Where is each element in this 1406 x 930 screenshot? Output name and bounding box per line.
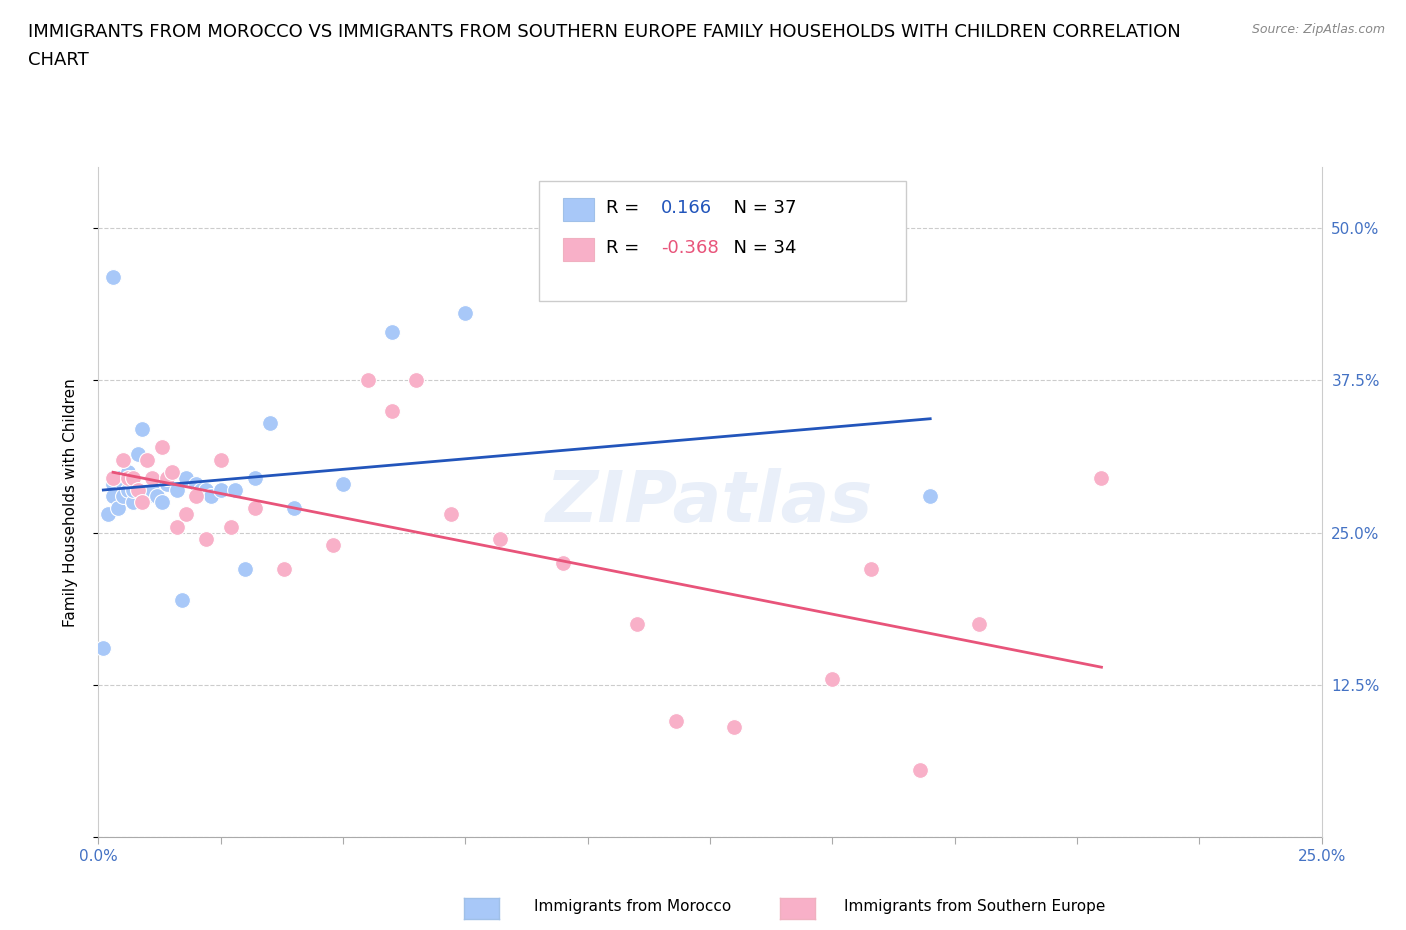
Point	[136, 488, 159, 503]
Point	[111, 488, 134, 503]
Point	[860, 562, 883, 577]
Point	[97, 507, 120, 522]
Point	[156, 476, 179, 491]
Point	[101, 476, 124, 491]
Point	[243, 501, 266, 516]
Point	[170, 592, 193, 607]
Point	[821, 671, 844, 686]
Point	[131, 495, 153, 510]
Point	[405, 373, 427, 388]
Point	[920, 488, 942, 503]
Point	[233, 562, 256, 577]
Point	[136, 452, 159, 467]
Point	[322, 538, 344, 552]
Point	[101, 471, 124, 485]
Point	[107, 471, 129, 485]
Point	[107, 501, 129, 516]
Text: IMMIGRANTS FROM MOROCCO VS IMMIGRANTS FROM SOUTHERN EUROPE FAMILY HOUSEHOLDS WIT: IMMIGRANTS FROM MOROCCO VS IMMIGRANTS FR…	[28, 23, 1181, 41]
Point	[121, 495, 143, 510]
Point	[190, 483, 212, 498]
FancyBboxPatch shape	[538, 180, 905, 301]
Point	[150, 440, 173, 455]
Point	[209, 483, 232, 498]
Point	[101, 270, 124, 285]
Point	[186, 476, 208, 491]
Point	[195, 531, 218, 546]
Point	[440, 507, 463, 522]
Point	[91, 641, 114, 656]
Point	[243, 471, 266, 485]
Text: -0.368: -0.368	[661, 239, 718, 257]
Text: Immigrants from Morocco: Immigrants from Morocco	[534, 899, 731, 914]
Point	[665, 714, 688, 729]
Point	[111, 452, 134, 467]
Text: N = 37: N = 37	[723, 199, 797, 217]
Point	[910, 763, 932, 777]
Point	[454, 306, 477, 321]
Point	[146, 488, 169, 503]
Text: CHART: CHART	[28, 51, 89, 69]
Point	[121, 483, 143, 498]
Text: N = 34: N = 34	[723, 239, 797, 257]
Point	[101, 488, 124, 503]
FancyBboxPatch shape	[564, 238, 593, 261]
Point	[111, 476, 134, 491]
Text: R =: R =	[606, 199, 645, 217]
Point	[156, 471, 179, 485]
Point	[723, 720, 745, 735]
Text: Immigrants from Southern Europe: Immigrants from Southern Europe	[844, 899, 1105, 914]
Text: Source: ZipAtlas.com: Source: ZipAtlas.com	[1251, 23, 1385, 36]
Point	[127, 483, 149, 498]
Point	[283, 501, 305, 516]
Point	[127, 446, 149, 461]
Point	[626, 617, 648, 631]
Point	[186, 488, 208, 503]
Point	[141, 483, 163, 498]
Point	[967, 617, 990, 631]
FancyBboxPatch shape	[564, 197, 593, 221]
Point	[488, 531, 510, 546]
Point	[273, 562, 295, 577]
Point	[332, 476, 354, 491]
Point	[160, 464, 183, 479]
Point	[259, 416, 281, 431]
Text: ZIPatlas: ZIPatlas	[547, 468, 873, 537]
Point	[176, 507, 198, 522]
Point	[166, 483, 188, 498]
Point	[117, 471, 139, 485]
Point	[200, 488, 222, 503]
Y-axis label: Family Households with Children: Family Households with Children	[63, 378, 77, 627]
Point	[131, 421, 153, 436]
Point	[209, 452, 232, 467]
Point	[553, 555, 575, 570]
Point	[356, 373, 378, 388]
Point	[117, 483, 139, 498]
Text: 0.166: 0.166	[661, 199, 713, 217]
Point	[1090, 471, 1112, 485]
Point	[219, 519, 242, 534]
Point	[121, 471, 143, 485]
Text: R =: R =	[606, 239, 645, 257]
Point	[381, 325, 404, 339]
Point	[141, 471, 163, 485]
Point	[150, 495, 173, 510]
Point	[224, 483, 246, 498]
Point	[381, 404, 404, 418]
Point	[176, 471, 198, 485]
Point	[117, 464, 139, 479]
Point	[166, 519, 188, 534]
Point	[195, 483, 218, 498]
